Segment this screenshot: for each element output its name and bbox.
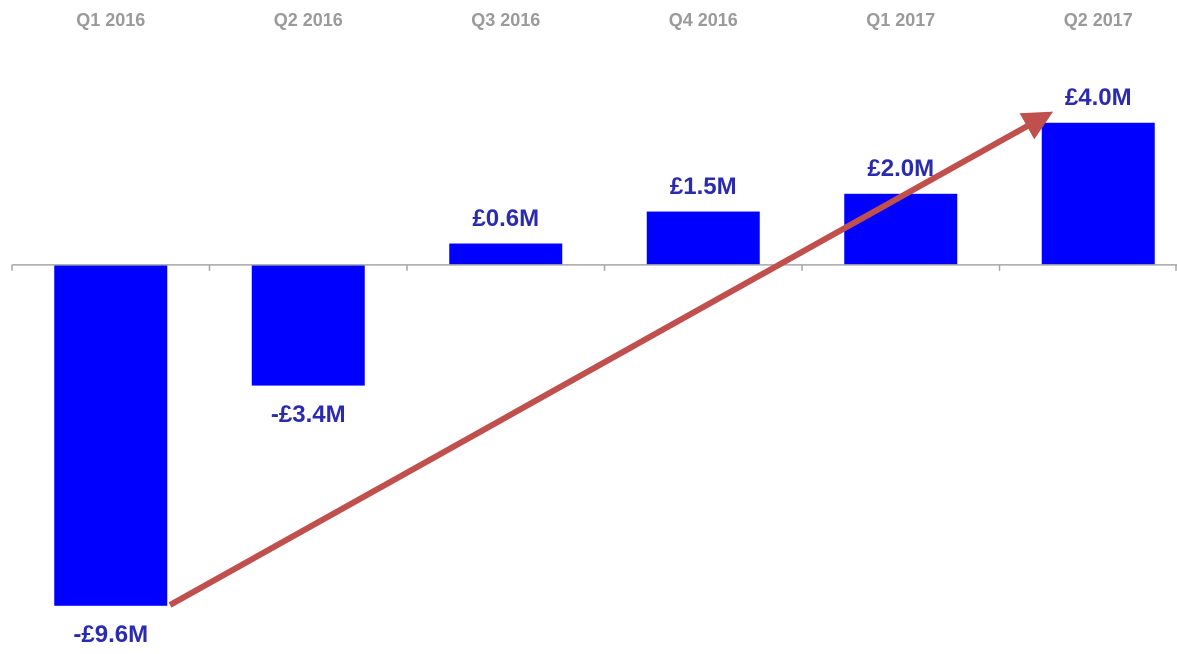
x-tick-label: Q3 2016: [471, 10, 540, 30]
data-label: -£3.4M: [271, 401, 346, 428]
data-label: £4.0M: [1065, 84, 1132, 111]
data-label: -£9.6M: [73, 621, 148, 648]
bar: [646, 211, 760, 265]
bar: [251, 264, 365, 386]
data-label: £2.0M: [867, 155, 934, 182]
trend-arrow: [168, 111, 1054, 608]
x-tick-label: Q1 2017: [866, 10, 935, 30]
data-label: £1.5M: [670, 173, 737, 200]
bar: [449, 243, 563, 265]
x-tick-label: Q2 2016: [274, 10, 343, 30]
bar: [54, 264, 168, 606]
data-label: £0.6M: [472, 205, 539, 232]
bar: [844, 193, 958, 265]
x-tick-label: Q1 2016: [76, 10, 145, 30]
plot-area: Q1 2016 -£9.6M Q2 2016 -£3.4M Q3 2016 £0.6M Q4…: [11, 10, 1177, 648]
x-tick-label: Q2 2017: [1064, 10, 1133, 30]
x-tick-label: Q4 2016: [669, 10, 738, 30]
bar: [1041, 122, 1155, 265]
